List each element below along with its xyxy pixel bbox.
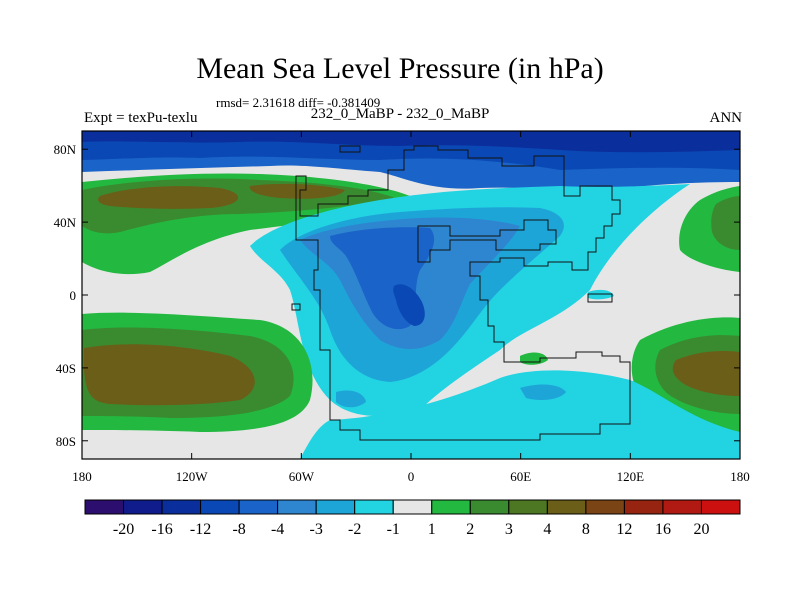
plot-title: Mean Sea Level Pressure (in hPa) [196,52,604,85]
lat-tick-label: 40N [54,215,77,230]
colorbar-swatch [546,499,587,515]
colorbar-label: 8 [582,521,590,538]
lon-tick-label: 180 [72,469,92,484]
field-southern-low-small [520,384,566,400]
colorbar-swatch [161,499,202,515]
coastline-island-1 [291,303,301,311]
colorbar-swatch [623,499,664,515]
colorbar-label: 4 [543,521,551,538]
field-arctic-low-deep [82,131,740,153]
colorbar-label: -16 [151,521,172,538]
season-label: ANN [709,110,743,126]
field-southern-low-patch [336,390,366,408]
lon-tick-label: 60E [510,469,531,484]
coastlines [291,145,631,441]
lat-tick-label: 40S [56,361,76,376]
colorbar-label: -20 [113,521,134,538]
lon-tick-label: 0 [408,469,415,484]
field-south-indian-high-core [672,350,740,396]
lat-tick-label: 0 [70,288,77,303]
colorbar-label: -1 [387,521,400,538]
colorbar-swatch [238,499,279,515]
coastline-inner [417,219,557,263]
period-label: 232_0_MaBP - 232_0_MaBP [310,106,490,122]
colorbar-swatch [431,499,471,515]
colorbar-swatch [508,499,548,515]
lon-tick-label: 180 [730,469,750,484]
stats-text: rmsd= 2.31618 diff= -0.381409 [216,95,381,110]
colorbar-label: -4 [271,521,284,538]
lon-axis: 180 120W 60W 0 60E 120E 180 [72,131,750,484]
colorbar-swatch [700,499,741,515]
colorbar-swatch [84,499,125,515]
colorbar-label: 1 [428,521,436,538]
lat-tick-label: 80N [54,142,77,157]
colorbar-label: 3 [505,521,513,538]
colorbar-swatch [200,499,240,515]
colorbar-label: 16 [655,521,671,538]
field-small-negative [588,289,614,300]
colorbar-swatch [469,499,510,515]
colorbar-label: 2 [466,521,474,538]
lat-axis: 80N 40N 0 40S 80S [54,142,740,449]
colorbar-label: 20 [693,521,709,538]
experiment-label: Expt = texPu-texlu [84,110,198,126]
field-atlantic-high-core [249,183,345,199]
coastline-island-2 [587,293,613,303]
map-field [82,131,740,459]
colorbar-label: -12 [190,521,211,538]
coastline-main [295,145,631,441]
lon-tick-label: 120W [176,469,209,484]
coastline-north [339,145,361,153]
colorbar-swatch [392,499,433,515]
lon-tick-label: 120E [617,469,645,484]
colorbar-swatch [585,499,625,515]
lon-tick-label: 60W [289,469,315,484]
colorbar-swatch [662,499,702,515]
colorbar-swatch [277,499,317,515]
colorbar-swatch [123,499,163,515]
field-south-high-core [83,344,255,406]
colorbar: -20 -16 -12 -8 -4 -3 -2 -1 1 2 3 4 8 12 16 20 [84,499,741,538]
colorbar-swatch [315,499,356,515]
colorbar-label: 12 [616,521,632,538]
colorbar-swatch [354,499,394,515]
field-north-high-core [98,186,239,209]
lat-tick-label: 80S [56,434,76,449]
field-east-pacific-high-core [711,196,740,250]
colorbar-label: -2 [348,521,361,538]
colorbar-label: -3 [310,521,323,538]
field-continental-low-deepest [393,284,425,326]
colorbar-label: -8 [232,521,245,538]
